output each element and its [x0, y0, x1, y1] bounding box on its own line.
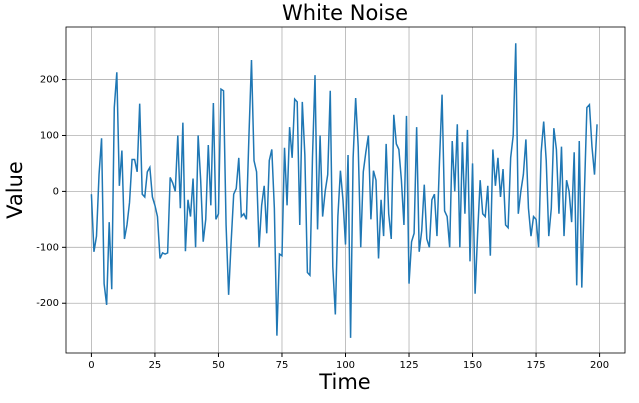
data-line: [90, 43, 598, 338]
chart-title: White Noise: [282, 1, 408, 25]
y-tick-label: -100: [36, 242, 59, 253]
x-tick-label: 150: [463, 360, 482, 371]
x-tick-label: 175: [527, 360, 546, 371]
x-tick-label: 0: [88, 360, 94, 371]
y-tick-label: 100: [40, 130, 59, 141]
y-tick-label: -200: [36, 298, 59, 309]
y-tick-label: 0: [53, 186, 59, 197]
x-tick-label: 50: [212, 360, 225, 371]
x-tick-label: 75: [276, 360, 289, 371]
x-tick-label: 200: [590, 360, 609, 371]
x-tick-label: 125: [399, 360, 418, 371]
x-axis-label: Time: [318, 370, 370, 394]
x-tick-label: 25: [149, 360, 162, 371]
y-axis-label: Value: [3, 161, 27, 219]
plot-frame: [65, 26, 626, 354]
x-tick-label: 100: [336, 360, 355, 371]
y-tick-label: 200: [40, 75, 59, 86]
